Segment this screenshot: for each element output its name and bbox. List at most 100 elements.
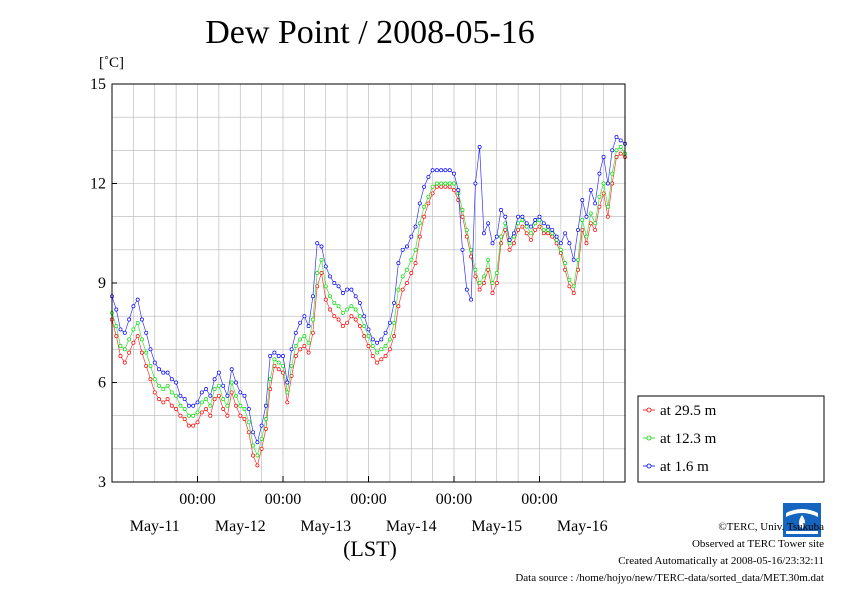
y-axis-unit: [˚C] <box>99 55 124 72</box>
series-point <box>487 258 490 261</box>
series-point <box>311 318 314 321</box>
series-point <box>594 202 597 205</box>
x-day-label: May-14 <box>386 518 437 535</box>
series-point <box>435 182 438 185</box>
series-point <box>589 189 592 192</box>
series-point <box>277 354 280 357</box>
series-point <box>247 431 250 434</box>
series-point <box>529 225 532 228</box>
x-tick-label: 00:00 <box>436 491 472 508</box>
series-point <box>525 232 528 235</box>
series-point <box>517 215 520 218</box>
series-point <box>320 258 323 261</box>
series-point <box>585 235 588 238</box>
series-point <box>149 378 152 381</box>
legend-label: at 1.6 m <box>660 459 709 475</box>
series-point <box>461 248 464 251</box>
y-tick-label: 9 <box>98 275 106 292</box>
series-point <box>440 182 443 185</box>
series-point <box>452 172 455 175</box>
series-point <box>358 301 361 304</box>
series-point <box>273 358 276 361</box>
series-point <box>529 238 532 241</box>
series-point <box>572 291 575 294</box>
series-point <box>474 268 477 271</box>
series-point <box>264 417 267 420</box>
series-point <box>119 344 122 347</box>
series-point <box>495 271 498 274</box>
series-point <box>145 331 148 334</box>
series-point <box>512 232 515 235</box>
series-point <box>482 232 485 235</box>
series-point <box>119 354 122 357</box>
series-point <box>346 308 349 311</box>
chart-grid <box>112 84 625 482</box>
series-point <box>534 218 537 221</box>
series-point <box>234 381 237 384</box>
series-point <box>491 291 494 294</box>
series-point <box>461 208 464 211</box>
series-point <box>294 331 297 334</box>
series-point <box>478 281 481 284</box>
series-point <box>337 285 340 288</box>
series-point <box>448 169 451 172</box>
series-point <box>217 394 220 397</box>
series-point <box>551 228 554 231</box>
legend-label: at 29.5 m <box>660 403 717 419</box>
series-point <box>427 195 430 198</box>
series-point <box>243 417 246 420</box>
footer-created: Created Automatically at 2008-05-16/23:3… <box>618 555 824 567</box>
series-point <box>205 407 208 410</box>
series-point <box>333 301 336 304</box>
series-point <box>504 215 507 218</box>
series-point <box>252 454 255 457</box>
series-point <box>393 335 396 338</box>
series-point <box>115 335 118 338</box>
series-point <box>324 285 327 288</box>
x-day-label: May-12 <box>215 518 266 535</box>
series-point <box>427 175 430 178</box>
series-point <box>350 288 353 291</box>
legend-marker <box>647 464 651 468</box>
series-point <box>444 169 447 172</box>
legend-marker <box>647 436 651 440</box>
series-point <box>290 364 293 367</box>
series-point <box>200 401 203 404</box>
series-point <box>213 378 216 381</box>
series-point <box>499 235 502 238</box>
series-point <box>333 315 336 318</box>
series-point <box>414 225 417 228</box>
series-point <box>448 185 451 188</box>
series-point <box>337 305 340 308</box>
series-point <box>128 338 131 341</box>
series-point <box>602 192 605 195</box>
series-point <box>581 199 584 202</box>
series-point <box>371 354 374 357</box>
series-point <box>136 321 139 324</box>
x-tick-label: 00:00 <box>179 491 215 508</box>
series-point <box>465 228 468 231</box>
series-point <box>452 189 455 192</box>
series-point <box>376 341 379 344</box>
series-point <box>568 242 571 245</box>
series-point <box>371 338 374 341</box>
series-point <box>162 388 165 391</box>
series-point <box>303 344 306 347</box>
series-point <box>376 351 379 354</box>
x-tick-label: 00:00 <box>350 491 386 508</box>
series-point <box>303 335 306 338</box>
series-point <box>367 344 370 347</box>
series-point <box>594 222 597 225</box>
series-point <box>423 185 426 188</box>
series-point <box>388 348 391 351</box>
series-point <box>384 331 387 334</box>
series-point <box>234 394 237 397</box>
series-point <box>179 404 182 407</box>
series-point <box>401 275 404 278</box>
series-point <box>346 288 349 291</box>
series-point <box>303 315 306 318</box>
series-point <box>299 321 302 324</box>
series-point <box>183 407 186 410</box>
series-point <box>149 364 152 367</box>
series-point <box>606 182 609 185</box>
